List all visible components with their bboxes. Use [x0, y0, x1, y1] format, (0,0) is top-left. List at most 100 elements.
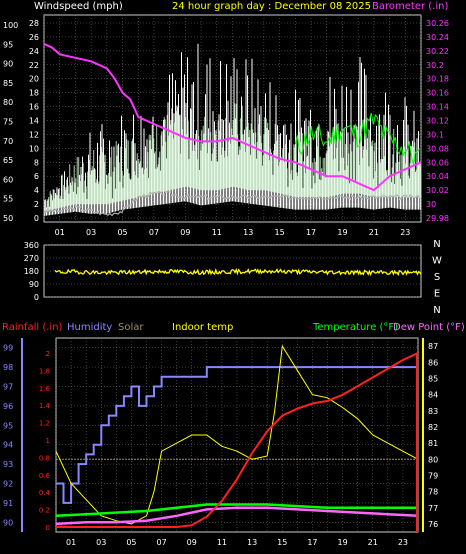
- wind-min-series: [43, 191, 421, 217]
- rainfall-tick: 0: [46, 524, 50, 532]
- outer-left-tick: 80: [3, 98, 13, 107]
- barometer-tick: 30.18: [426, 75, 449, 84]
- winddir-compass-tick: S: [434, 272, 440, 283]
- barometer-tick: 30.24: [426, 33, 449, 42]
- wind-gust-series: [45, 103, 422, 211]
- wind-speed-tick: 18: [29, 89, 39, 98]
- rainfall-tick: 1.6: [39, 385, 51, 393]
- dew-point-label: Dew Point (°F): [393, 322, 465, 333]
- outer-left-tick: 55: [3, 195, 13, 204]
- temp-x-tick: 03: [96, 538, 106, 547]
- wind-speed-tick: 2: [34, 200, 39, 209]
- wind-x-tick: 01: [55, 228, 65, 237]
- wind-speed-tick: 20: [29, 75, 39, 84]
- wind-x-tick: 11: [212, 228, 222, 237]
- humidity-tick: 93: [3, 460, 13, 469]
- humidity-tick: 92: [3, 480, 13, 489]
- winddir-degree-tick: 180: [24, 267, 39, 276]
- barometer-tick: 30.16: [426, 89, 449, 98]
- winddir-compass-tick: E: [434, 289, 440, 300]
- rainfall-tick: 2: [46, 350, 50, 358]
- humidity-series: [56, 366, 418, 504]
- solar-label: Solar: [118, 322, 144, 333]
- humidity-tick: 98: [3, 363, 13, 372]
- rainfall-tick: 0.4: [39, 489, 51, 497]
- temp-x-tick: 23: [398, 538, 408, 547]
- wind-x-tick: 21: [369, 228, 379, 237]
- humidity-tick: 91: [3, 499, 13, 508]
- temp-x-tick: 13: [247, 538, 257, 547]
- barometer-tick: 29.98: [426, 214, 449, 223]
- rainfall-label: Rainfall (.in): [2, 322, 63, 333]
- wind-speed-tick: 22: [29, 61, 39, 70]
- rainfall-tick: 0.8: [39, 454, 50, 462]
- wind-speed-tick: 28: [29, 19, 39, 28]
- winddir-degree-tick: 360: [24, 241, 39, 250]
- barometer-tick: 30: [426, 200, 436, 209]
- outer-left-tick: 75: [3, 118, 13, 127]
- dew-point-series: [55, 506, 419, 526]
- outer-left-tick: 85: [3, 79, 13, 88]
- wind-speed-tick: 24: [29, 47, 39, 56]
- barometer-tick: 30.1: [426, 130, 444, 139]
- outer-left-tick: 65: [3, 156, 13, 165]
- wind-speed-tick: 16: [29, 103, 39, 112]
- temperature-tick: 83: [428, 407, 438, 416]
- wind-speed-tick: 26: [29, 33, 39, 42]
- wind-speed-tick: 14: [29, 117, 39, 126]
- barometer-label: Barometer (.in): [372, 1, 448, 12]
- rainfall-tick: 1.4: [39, 402, 51, 410]
- temp-x-tick: 19: [337, 538, 347, 547]
- rainfall-tick: 1.8: [39, 367, 50, 375]
- winddir-degree-tick: 0: [34, 293, 39, 302]
- wind-direction-series: [54, 267, 422, 277]
- barometer-tick: 30.14: [426, 103, 449, 112]
- wind-avg-series: [294, 112, 420, 165]
- wind-x-tick: 09: [180, 228, 190, 237]
- winddir-compass-tick: W: [432, 256, 442, 267]
- outer-left-tick: 70: [3, 137, 13, 146]
- indoor-temp-label: Indoor temp: [172, 322, 233, 333]
- temperature-tick: 81: [428, 439, 438, 448]
- rainfall-tick: 0.2: [39, 507, 50, 515]
- temperature-tick: 79: [428, 471, 438, 480]
- temperature-tick: 77: [428, 504, 438, 513]
- wind-x-tick: 15: [275, 228, 285, 237]
- temperature-label: Temperature (°F): [312, 322, 398, 333]
- wind-speed-tick: 6: [34, 172, 39, 181]
- wind-x-tick: 23: [400, 228, 410, 237]
- rainfall-series: [56, 352, 419, 528]
- temperature-tick: 84: [428, 391, 438, 400]
- barometer-tick: 30.08: [426, 144, 449, 153]
- temperature-tick: 86: [428, 358, 438, 367]
- temperature-tick: 80: [428, 455, 438, 464]
- humidity-tick: 97: [3, 383, 13, 392]
- temperature-series: [55, 503, 418, 518]
- wind-speed-tick: 0: [34, 214, 39, 223]
- temperature-tick: 82: [428, 423, 438, 432]
- temp-x-tick: 05: [126, 538, 136, 547]
- barometer-tick: 30.26: [426, 19, 449, 28]
- temperature-tick: 87: [428, 342, 438, 351]
- winddir-degree-tick: 270: [24, 254, 39, 263]
- temperature-tick: 78: [428, 488, 438, 497]
- temp-x-tick: 11: [217, 538, 227, 547]
- outer-left-tick: 90: [3, 60, 13, 69]
- wind-x-tick: 07: [149, 228, 159, 237]
- temperature-tick: 85: [428, 374, 438, 383]
- humidity-tick: 95: [3, 421, 13, 430]
- wind-speed-tick: 8: [34, 158, 39, 167]
- barometer-tick: 30.04: [426, 172, 449, 181]
- outer-left-tick: 60: [3, 175, 13, 184]
- wind-x-tick: 19: [337, 228, 347, 237]
- winddir-compass-tick: N: [433, 305, 440, 316]
- wind-x-tick: 17: [306, 228, 316, 237]
- humidity-tick: 90: [3, 518, 13, 527]
- humidity-tick: 99: [3, 344, 13, 353]
- barometer-tick: 30.2: [426, 61, 444, 70]
- wind-speed-tick: 12: [29, 130, 39, 139]
- barometer-tick: 30.22: [426, 47, 449, 56]
- rainfall-tick: 1: [46, 437, 50, 445]
- barometer-tick: 30.12: [426, 117, 449, 126]
